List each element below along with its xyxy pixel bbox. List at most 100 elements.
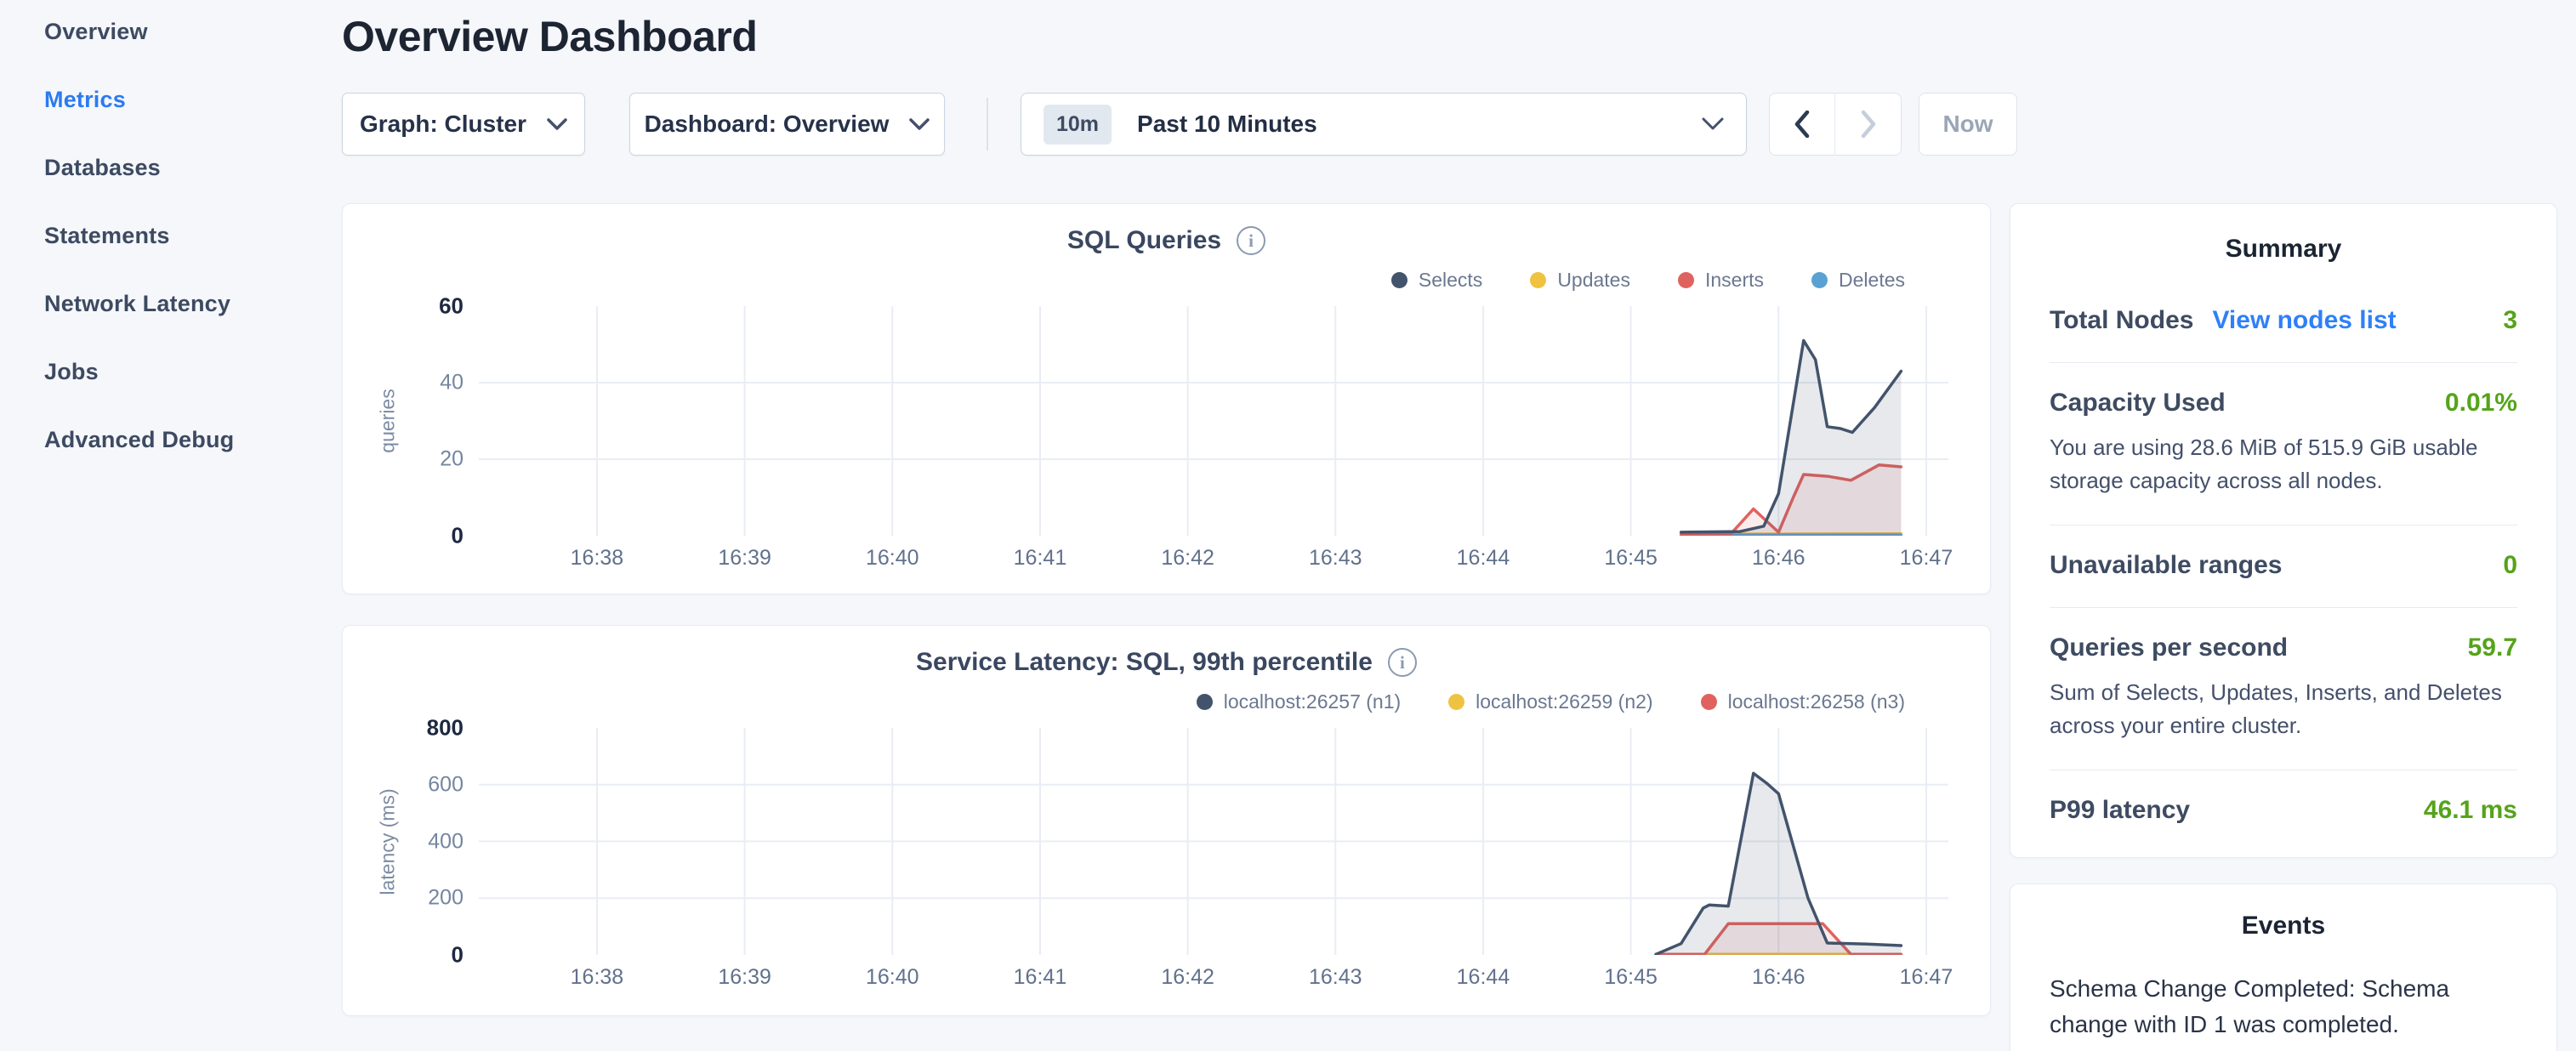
chart-title: SQL Queries [1067, 226, 1221, 255]
x-axis-tick-label: 16:45 [1576, 965, 1686, 990]
legend-item: localhost:26258 (n3) [1701, 689, 1905, 714]
legend-dot-icon [1391, 272, 1407, 288]
x-axis-tick-label: 16:38 [542, 965, 652, 990]
y-axis-unit-label: latency (ms) [377, 788, 400, 895]
sidebar-item-advanced-debug[interactable]: Advanced Debug [44, 427, 342, 453]
chevron-right-icon [1860, 111, 1877, 138]
controls-bar: Graph: Cluster Dashboard: Overview 10m P… [342, 93, 2576, 156]
event-message: Schema Change Completed: Schema change w… [2050, 971, 2517, 1042]
summary-row-queries-per-second: Queries per second 59.7 Sum of Selects, Up… [2050, 608, 2517, 770]
summary-row-value: 3 [2503, 306, 2517, 335]
events-title: Events [2050, 912, 2517, 940]
summary-panel: Summary Total Nodes View nodes list 3 Capac… [2010, 203, 2557, 858]
chevron-down-icon [909, 118, 930, 131]
main-content: Overview Dashboard Graph: Cluster Dashbo… [342, 0, 2576, 1051]
prev-time-range-button[interactable] [1770, 94, 1835, 155]
x-axis-tick-label: 16:42 [1133, 965, 1243, 990]
legend-label: localhost:26258 (n3) [1728, 690, 1905, 713]
summary-row-label: Total Nodes [2050, 306, 2193, 335]
chevron-down-icon [547, 118, 567, 131]
page: Overview Metrics Databases Statements Networ… [0, 0, 2576, 1051]
now-button[interactable]: Now [1919, 93, 2017, 156]
chevron-left-icon [1794, 111, 1811, 138]
legend-item: Selects [1391, 267, 1482, 293]
legend-label: Updates [1557, 269, 1630, 292]
legend-label: Deletes [1839, 269, 1905, 292]
sql-queries-plot: 020406016:3816:3916:4016:4116:4216:4316:… [479, 306, 1948, 536]
time-range-badge: 10m [1043, 105, 1112, 145]
summary-rows: Total Nodes View nodes list 3 Capacity Used… [2050, 281, 2517, 852]
graph-scope-dropdown[interactable]: Graph: Cluster [342, 93, 585, 156]
x-axis-tick-label: 16:43 [1280, 965, 1390, 990]
dashboard-dropdown[interactable]: Dashboard: Overview [629, 93, 945, 156]
x-axis-tick-label: 16:47 [1871, 546, 1982, 571]
summary-row-description: Sum of Selects, Updates, Inserts, and De… [2050, 676, 2517, 742]
controls-divider [987, 98, 988, 151]
summary-row-total-nodes: Total Nodes View nodes list 3 [2050, 281, 2517, 363]
summary-row-capacity-used: Capacity Used0.01%You are using 28.6 MiB… [2050, 363, 2517, 526]
sidebar-item-databases[interactable]: Databases [44, 155, 342, 181]
summary-row-unavailable-ranges: Unavailable ranges 0 [2050, 526, 2517, 608]
sidebar-item-network-latency[interactable]: Network Latency [44, 291, 342, 317]
charts-column: SQL Queries i Selects Updates Inserts Delet… [342, 203, 1991, 1051]
events-panel: Events Schema Change Completed: Schema c… [2010, 883, 2557, 1051]
chevron-down-icon [1702, 117, 1724, 131]
y-axis-tick-label: 20 [344, 447, 463, 472]
summary-row-label: Unavailable ranges [2050, 551, 2282, 580]
x-axis-tick-label: 16:39 [690, 965, 800, 990]
y-axis-tick-label: 400 [344, 829, 463, 854]
legend-dot-icon [1811, 272, 1828, 288]
time-range-arrows [1769, 93, 1902, 156]
chart-legend: Selects Updates Inserts Deletes [343, 267, 1905, 293]
info-icon[interactable]: i [1237, 226, 1265, 255]
dashboard-body: SQL Queries i Selects Updates Inserts Delet… [342, 203, 2576, 1051]
summary-row-description: You are using 28.6 MiB of 515.9 GiB usab… [2050, 431, 2517, 497]
chart-canvas [479, 306, 1948, 536]
events-list: Schema Change Completed: Schema change w… [2050, 971, 2517, 1051]
time-range-dropdown[interactable]: 10m Past 10 Minutes [1021, 93, 1747, 156]
legend-label: localhost:26257 (n1) [1224, 690, 1401, 713]
summary-row-label: Queries per second [2050, 633, 2288, 662]
summary-row-value: 59.7 [2468, 633, 2517, 662]
sidebar-item-statements[interactable]: Statements [44, 223, 342, 249]
legend-item: Inserts [1678, 267, 1764, 293]
x-axis-tick-label: 16:41 [985, 546, 1095, 571]
summary-title: Summary [2050, 235, 2517, 264]
info-icon[interactable]: i [1388, 648, 1417, 677]
x-axis-tick-label: 16:46 [1723, 546, 1834, 571]
page-title: Overview Dashboard [342, 14, 2576, 60]
legend-dot-icon [1530, 272, 1546, 288]
y-axis-tick-label: 0 [344, 942, 463, 969]
sidebar-item-overview[interactable]: Overview [44, 19, 342, 45]
y-axis-tick-label: 0 [344, 523, 463, 549]
chart-title-row: SQL Queries i [343, 226, 1990, 255]
legend-item: localhost:26257 (n1) [1197, 689, 1401, 714]
x-axis-tick-label: 16:39 [690, 546, 800, 571]
summary-row-p99-latency: P99 latency 46.1 ms [2050, 770, 2517, 852]
summary-row-label: P99 latency [2050, 796, 2190, 825]
x-axis-tick-label: 16:40 [837, 546, 947, 571]
y-axis-unit-label: queries [377, 389, 400, 452]
summary-row-label: Capacity Used [2050, 389, 2226, 418]
x-axis-tick-label: 16:41 [985, 965, 1095, 990]
x-axis-tick-label: 16:46 [1723, 965, 1834, 990]
legend-label: localhost:26259 (n2) [1476, 690, 1652, 713]
sql-queries-chart-card: SQL Queries i Selects Updates Inserts Delet… [342, 203, 1991, 594]
legend-dot-icon [1701, 694, 1717, 710]
x-axis-tick-label: 16:38 [542, 546, 652, 571]
graph-scope-dropdown-label: Graph: Cluster [360, 111, 526, 138]
next-time-range-button[interactable] [1835, 94, 1901, 155]
view-nodes-list-link[interactable]: View nodes list [2212, 306, 2396, 335]
sidebar-item-metrics[interactable]: Metrics [44, 87, 342, 113]
y-axis-tick-label: 200 [344, 886, 463, 911]
service-latency-plot: 020040060080016:3816:3916:4016:4116:4216… [479, 728, 1948, 955]
sidebar-item-jobs[interactable]: Jobs [44, 359, 342, 385]
summary-row-value: 46.1 ms [2424, 796, 2517, 825]
legend-item: Updates [1530, 267, 1630, 293]
y-axis-tick-label: 40 [344, 371, 463, 395]
dashboard-dropdown-label: Dashboard: Overview [645, 111, 890, 138]
chart-legend: localhost:26257 (n1) localhost:26259 (n2)… [343, 689, 1905, 714]
summary-row-value: 0 [2503, 551, 2517, 580]
legend-item: localhost:26259 (n2) [1448, 689, 1652, 714]
y-axis-tick-label: 600 [344, 772, 463, 797]
